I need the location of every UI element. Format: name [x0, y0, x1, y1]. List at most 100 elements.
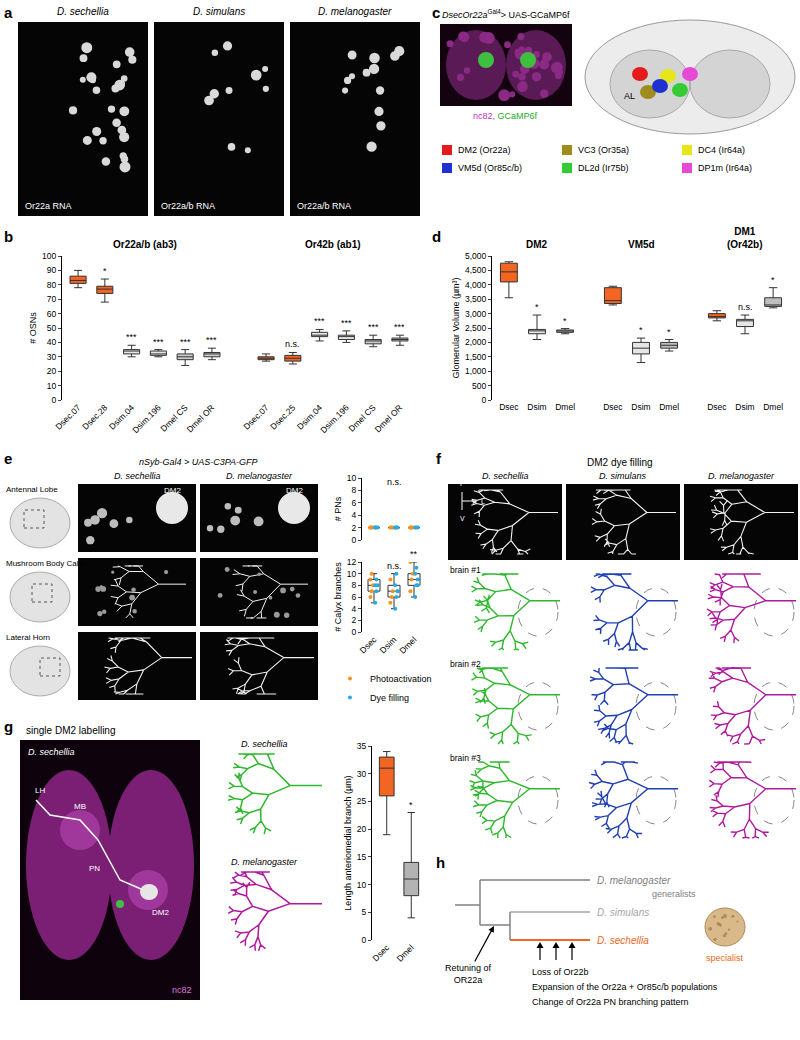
svg-text:g: g: [4, 718, 13, 735]
svg-text:D. melanogaster: D. melanogaster: [226, 471, 293, 481]
svg-text:P: P: [460, 480, 465, 487]
svg-text:Dmel CS: Dmel CS: [346, 402, 377, 433]
svg-text:D. sechellia: D. sechellia: [241, 739, 288, 749]
svg-text:1,500: 1,500: [465, 352, 487, 362]
svg-text:Or42b (ab1): Or42b (ab1): [305, 239, 361, 250]
svg-text:D. sechellia: D. sechellia: [28, 747, 75, 757]
svg-text:1,000: 1,000: [465, 366, 487, 376]
svg-text:0: 0: [482, 395, 487, 405]
svg-text:10: 10: [347, 473, 357, 483]
svg-text:# OSNs: # OSNs: [28, 312, 38, 344]
svg-text:c: c: [432, 4, 440, 21]
svg-text:MB: MB: [74, 802, 86, 811]
svg-text:VC3 (Or35a): VC3 (Or35a): [578, 145, 629, 155]
svg-text:35: 35: [357, 741, 367, 751]
svg-text:*: *: [667, 327, 671, 337]
svg-text:Photoactivation: Photoactivation: [370, 674, 432, 684]
svg-text:a: a: [4, 4, 13, 21]
svg-text:Or22a/b (ab3): Or22a/b (ab3): [113, 239, 177, 250]
svg-text:AL: AL: [624, 91, 635, 101]
svg-text:Dsim.196: Dsim.196: [130, 402, 163, 435]
svg-text:DM2 (Or22a): DM2 (Or22a): [458, 145, 511, 155]
svg-text:Dmel: Dmel: [659, 402, 679, 412]
svg-text:nc82, GCaMP6f: nc82, GCaMP6f: [473, 111, 538, 121]
svg-text:Dsec: Dsec: [707, 402, 727, 412]
svg-text:8: 8: [352, 485, 357, 495]
svg-text:DM2 dye filling: DM2 dye filling: [587, 457, 653, 468]
svg-text:nc82: nc82: [172, 985, 192, 995]
svg-text:***: ***: [341, 318, 352, 328]
svg-text:***: ***: [314, 316, 325, 326]
svg-text:Dmel: Dmel: [397, 635, 418, 656]
svg-text:specialist: specialist: [706, 953, 744, 963]
svg-text:Antennal Lobe: Antennal Lobe: [6, 485, 58, 494]
svg-text:20: 20: [47, 366, 57, 376]
svg-text:30: 30: [47, 352, 57, 362]
svg-text:Dsim: Dsim: [735, 402, 754, 412]
svg-text:25: 25: [357, 796, 367, 806]
svg-text:2: 2: [352, 615, 357, 625]
svg-text:0: 0: [352, 535, 357, 545]
svg-text:10: 10: [347, 569, 357, 579]
svg-text:8: 8: [352, 580, 357, 590]
svg-text:LH: LH: [35, 786, 45, 795]
svg-text:Dsec: Dsec: [603, 402, 623, 412]
svg-text:10: 10: [357, 880, 367, 890]
svg-text:generalists: generalists: [652, 889, 696, 899]
svg-text:DM2: DM2: [286, 486, 303, 495]
svg-text:n.s.: n.s.: [387, 561, 402, 571]
svg-text:V: V: [460, 515, 465, 522]
svg-text:Change of Or22a PN branching p: Change of Or22a PN branching pattern: [532, 997, 689, 1007]
svg-text:*: *: [409, 800, 413, 810]
svg-text:h: h: [436, 854, 445, 871]
svg-text:Dmel OR: Dmel OR: [185, 403, 217, 435]
svg-text:Dye filling: Dye filling: [370, 693, 409, 703]
svg-text:Dmel OR: Dmel OR: [373, 403, 405, 435]
svg-text:4: 4: [352, 510, 357, 520]
svg-text:PN: PN: [89, 864, 100, 873]
svg-text:0: 0: [352, 627, 357, 637]
svg-text:Or22a RNA: Or22a RNA: [25, 201, 72, 211]
svg-text:5,000: 5,000: [465, 251, 487, 261]
svg-text:Or22a/b RNA: Or22a/b RNA: [161, 201, 215, 211]
svg-text:Dsim.196: Dsim.196: [318, 402, 351, 435]
svg-text:Glomerular Volume (µm³): Glomerular Volume (µm³): [451, 277, 461, 378]
svg-text:2: 2: [352, 523, 357, 533]
svg-text:Dsec.07: Dsec.07: [241, 402, 270, 431]
svg-text:Dsec.28: Dsec.28: [80, 402, 109, 431]
svg-text:*: *: [563, 316, 567, 326]
svg-text:20: 20: [357, 824, 367, 834]
svg-text:***: ***: [206, 335, 217, 345]
svg-text:single DM2 labelling: single DM2 labelling: [26, 725, 116, 736]
svg-text:Dmel: Dmel: [763, 402, 783, 412]
svg-text:nSyb-Gal4 > UAS-C3PA-GFP: nSyb-Gal4 > UAS-C3PA-GFP: [139, 457, 258, 467]
svg-text:500: 500: [472, 381, 486, 391]
svg-text:70: 70: [47, 294, 57, 304]
svg-text:4: 4: [352, 604, 357, 614]
svg-text:d: d: [432, 228, 441, 245]
svg-text:f: f: [436, 450, 442, 467]
svg-text:DP1m (Ir64a): DP1m (Ir64a): [698, 163, 752, 173]
svg-text:D. melanogaster: D. melanogaster: [231, 857, 298, 867]
svg-text:Dsim.04: Dsim.04: [295, 402, 324, 431]
svg-text:0: 0: [52, 395, 57, 405]
svg-text:# Calyx branches: # Calyx branches: [333, 562, 343, 632]
svg-text:0: 0: [362, 935, 367, 945]
svg-text:***: ***: [126, 332, 137, 342]
svg-text:4,500: 4,500: [465, 265, 487, 275]
svg-text:e: e: [4, 450, 12, 467]
svg-text:Lateral Horn: Lateral Horn: [6, 633, 50, 642]
svg-text:2,500: 2,500: [465, 323, 487, 333]
svg-text:Mushroom Body Calyx: Mushroom Body Calyx: [6, 559, 86, 568]
svg-text:Retuning ofOR22a: Retuning ofOR22a: [445, 963, 492, 985]
svg-text:Dsec: Dsec: [358, 634, 379, 655]
svg-text:brain #1: brain #1: [450, 565, 481, 575]
svg-text:Dsec.07: Dsec.07: [53, 402, 82, 431]
svg-text:DL2d (Ir75b): DL2d (Ir75b): [578, 163, 629, 173]
svg-text:3,500: 3,500: [465, 294, 487, 304]
svg-text:n.s.: n.s.: [738, 302, 753, 312]
svg-text:Dsim: Dsim: [378, 635, 399, 656]
svg-text:*: *: [639, 325, 643, 335]
svg-text:15: 15: [357, 852, 367, 862]
svg-text:brain #3: brain #3: [450, 753, 481, 763]
